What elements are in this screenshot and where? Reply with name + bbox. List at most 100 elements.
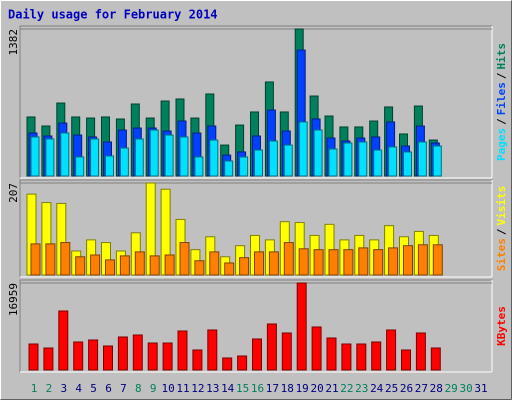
y-tick-label: 207 [7, 183, 20, 203]
bar [164, 254, 175, 276]
x-tick-label: 17 [266, 382, 279, 395]
x-tick-label: 14 [221, 382, 235, 395]
bar [134, 251, 145, 276]
bar [328, 249, 339, 276]
bar [90, 138, 100, 177]
x-tick-label: 23 [355, 382, 368, 395]
legend: KBytes [495, 306, 508, 346]
bar [119, 255, 130, 276]
bar [417, 141, 427, 177]
bar [298, 248, 309, 276]
bar [373, 249, 384, 276]
bar [194, 260, 205, 276]
x-tick-label: 15 [236, 382, 249, 395]
bar [356, 343, 367, 371]
bar [117, 336, 128, 371]
bar [88, 339, 99, 371]
x-tick-label: 12 [191, 382, 204, 395]
bar [179, 242, 190, 276]
legend-entry: Hits [495, 43, 508, 70]
bar [313, 249, 324, 276]
bar [207, 329, 218, 371]
x-tick-label: 28 [430, 382, 443, 395]
legend-entry: Pages [495, 128, 508, 161]
bar [313, 129, 323, 177]
bar [147, 342, 158, 371]
bar [73, 341, 84, 371]
x-tick-label: 1 [31, 382, 38, 395]
bar [254, 251, 264, 276]
legend-entry: KBytes [495, 306, 508, 346]
x-tick-label: 6 [105, 382, 112, 395]
bar [343, 142, 353, 177]
bar [252, 338, 262, 371]
x-tick-label: 18 [281, 382, 294, 395]
legend-entry: Visits [495, 186, 508, 226]
x-tick-label: 31 [474, 382, 487, 395]
bar [134, 138, 144, 177]
legend-separator: / [495, 72, 508, 79]
bar [432, 244, 443, 276]
bar [177, 330, 188, 371]
legend: Pages / Files / Hits [495, 43, 508, 161]
bar [401, 349, 411, 371]
bar [415, 332, 426, 371]
x-tick-label: 2 [46, 382, 53, 395]
x-tick-label: 30 [459, 382, 472, 395]
x-tick-label: 20 [310, 382, 323, 395]
bar [403, 245, 413, 276]
bar [358, 247, 369, 276]
bar [192, 349, 203, 371]
bar [341, 343, 352, 371]
bar [209, 139, 219, 177]
x-tick-label: 7 [120, 382, 127, 395]
x-tick-label: 13 [206, 382, 219, 395]
x-tick-label: 11 [176, 382, 189, 395]
bar [45, 138, 55, 177]
bar [224, 262, 235, 276]
bar [28, 343, 39, 371]
bar [179, 136, 189, 177]
bar [119, 147, 129, 177]
bar [388, 247, 399, 276]
bar [237, 355, 248, 371]
bar [60, 242, 71, 276]
bar [194, 156, 204, 177]
legend-entry: Sites [495, 238, 508, 271]
bar [239, 257, 250, 276]
bar [268, 140, 278, 177]
bar [311, 326, 322, 371]
x-tick-label: 3 [60, 382, 67, 395]
bar [343, 249, 354, 276]
bar [283, 144, 293, 177]
bar [298, 121, 308, 177]
y-tick-label: 1382 [7, 29, 20, 56]
bar [149, 129, 159, 177]
bar [373, 149, 383, 177]
x-tick-label: 26 [400, 382, 413, 395]
bar [105, 259, 115, 276]
bar [281, 332, 292, 371]
bar [268, 251, 279, 276]
bar [417, 244, 428, 276]
bar [43, 347, 54, 371]
bar [149, 255, 160, 276]
bar [328, 148, 338, 177]
x-tick-label: 8 [135, 382, 142, 395]
legend-separator: / [495, 228, 508, 235]
bar [164, 134, 174, 177]
bar [30, 136, 40, 177]
bar [283, 242, 294, 276]
bar [45, 243, 56, 276]
bar [386, 329, 397, 371]
bar [75, 156, 85, 177]
bar [432, 145, 442, 177]
legend: Sites / Visits [495, 186, 508, 272]
x-tick-label: 25 [385, 382, 398, 395]
x-tick-label: 16 [251, 382, 264, 395]
bar [105, 155, 114, 177]
x-tick-label: 27 [415, 382, 428, 395]
bar [326, 337, 337, 371]
bar [224, 160, 234, 177]
